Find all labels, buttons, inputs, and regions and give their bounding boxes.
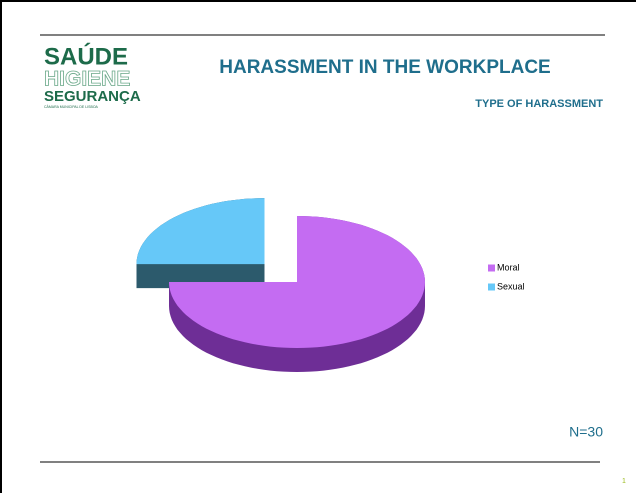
- logo-line: SAÚDE: [44, 42, 128, 70]
- legend-label: Moral: [497, 262, 520, 272]
- page-number: 1: [622, 478, 626, 485]
- chart-title: HARASSMENT IN THE WORKPLACE: [219, 57, 550, 78]
- logo-line: SEGURANÇA: [44, 88, 141, 105]
- chart-subtitle: TYPE OF HARASSMENT: [475, 98, 603, 110]
- legend-label: Sexual: [497, 281, 525, 291]
- logo-tagline: CÂMARA MUNICIPAL DE LISBOA: [44, 105, 99, 109]
- legend: Moral Sexual: [488, 262, 525, 291]
- pie-slice: [136, 198, 265, 265]
- legend-swatch: [488, 283, 495, 291]
- pie-slice: [169, 216, 425, 348]
- annotation: N=30: [569, 424, 603, 440]
- pie: [136, 198, 425, 372]
- logo-line: HIGIENE: [44, 68, 130, 91]
- legend-swatch: [488, 264, 495, 272]
